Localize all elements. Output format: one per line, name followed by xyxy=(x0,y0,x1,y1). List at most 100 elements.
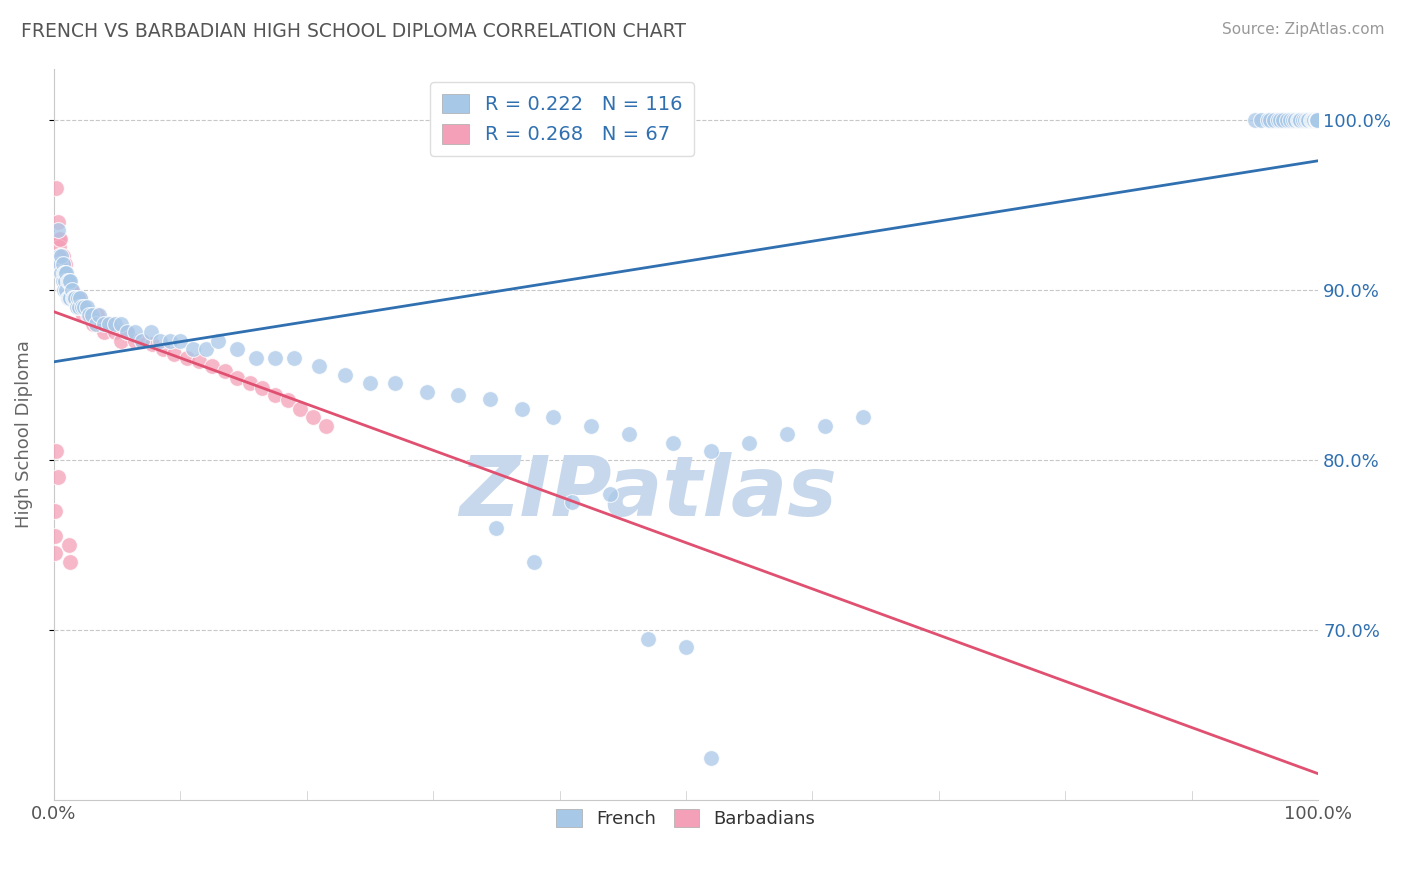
Point xyxy=(1306,112,1329,127)
Point xyxy=(52,257,75,271)
Point xyxy=(149,334,172,348)
Point xyxy=(131,334,153,348)
Point xyxy=(776,427,799,442)
Point xyxy=(416,384,439,399)
Point xyxy=(315,418,337,433)
Point xyxy=(90,317,112,331)
Point xyxy=(45,444,67,458)
Point xyxy=(59,291,82,305)
Point xyxy=(75,300,97,314)
Point xyxy=(58,538,80,552)
Point xyxy=(637,632,659,646)
Point xyxy=(541,410,564,425)
Point xyxy=(163,347,186,361)
Point xyxy=(62,291,84,305)
Point xyxy=(1295,112,1317,127)
Point xyxy=(814,418,837,433)
Point xyxy=(1302,112,1324,127)
Point xyxy=(76,300,98,314)
Point xyxy=(1306,112,1329,127)
Point xyxy=(226,371,249,385)
Point xyxy=(252,381,274,395)
Point xyxy=(65,291,87,305)
Point xyxy=(1306,112,1329,127)
Point xyxy=(49,249,72,263)
Point xyxy=(58,274,80,288)
Point xyxy=(69,291,91,305)
Point xyxy=(1258,112,1281,127)
Point xyxy=(176,351,198,365)
Point xyxy=(51,266,73,280)
Point xyxy=(1306,112,1329,127)
Point xyxy=(599,487,621,501)
Point xyxy=(277,393,299,408)
Text: Source: ZipAtlas.com: Source: ZipAtlas.com xyxy=(1222,22,1385,37)
Point xyxy=(49,232,72,246)
Point xyxy=(1296,112,1319,127)
Point xyxy=(46,470,69,484)
Point xyxy=(80,308,103,322)
Point xyxy=(510,401,533,416)
Point xyxy=(264,351,287,365)
Point xyxy=(67,300,90,314)
Point xyxy=(1271,112,1294,127)
Point xyxy=(1306,112,1329,127)
Point xyxy=(1306,112,1329,127)
Point xyxy=(59,283,82,297)
Point xyxy=(207,334,229,348)
Point xyxy=(1306,112,1329,127)
Point xyxy=(58,283,80,297)
Point xyxy=(59,555,82,569)
Point xyxy=(1306,112,1329,127)
Point xyxy=(852,410,875,425)
Point xyxy=(48,249,70,263)
Point xyxy=(479,392,502,406)
Point xyxy=(63,291,86,305)
Point xyxy=(141,326,163,340)
Point xyxy=(290,401,312,416)
Point xyxy=(98,317,121,331)
Point xyxy=(188,354,211,368)
Point xyxy=(66,291,89,305)
Point xyxy=(65,300,87,314)
Point xyxy=(131,334,153,348)
Point xyxy=(283,351,305,365)
Point xyxy=(52,283,75,297)
Point xyxy=(239,376,262,391)
Point xyxy=(77,308,100,322)
Point xyxy=(1284,112,1306,127)
Point xyxy=(1306,112,1329,127)
Point xyxy=(1306,112,1329,127)
Point xyxy=(561,495,583,509)
Point xyxy=(55,274,77,288)
Point xyxy=(201,359,224,374)
Point xyxy=(1306,112,1329,127)
Point xyxy=(1282,112,1305,127)
Point xyxy=(49,257,72,271)
Point xyxy=(44,504,66,518)
Point xyxy=(69,291,91,305)
Legend: French, Barbadians: French, Barbadians xyxy=(550,801,823,835)
Point xyxy=(245,351,267,365)
Point xyxy=(1306,112,1329,127)
Point xyxy=(1306,112,1329,127)
Point xyxy=(56,283,79,297)
Point xyxy=(152,343,174,357)
Point xyxy=(51,249,73,263)
Point xyxy=(89,308,111,322)
Point xyxy=(523,555,546,569)
Point xyxy=(194,343,217,357)
Point xyxy=(169,334,191,348)
Point xyxy=(93,317,115,331)
Point xyxy=(72,308,94,322)
Point xyxy=(52,249,75,263)
Point xyxy=(1306,112,1329,127)
Point xyxy=(384,376,406,391)
Point xyxy=(65,291,87,305)
Point xyxy=(579,418,602,433)
Point xyxy=(67,300,90,314)
Point xyxy=(58,291,80,305)
Point xyxy=(675,640,697,654)
Point xyxy=(214,364,236,378)
Point xyxy=(53,266,76,280)
